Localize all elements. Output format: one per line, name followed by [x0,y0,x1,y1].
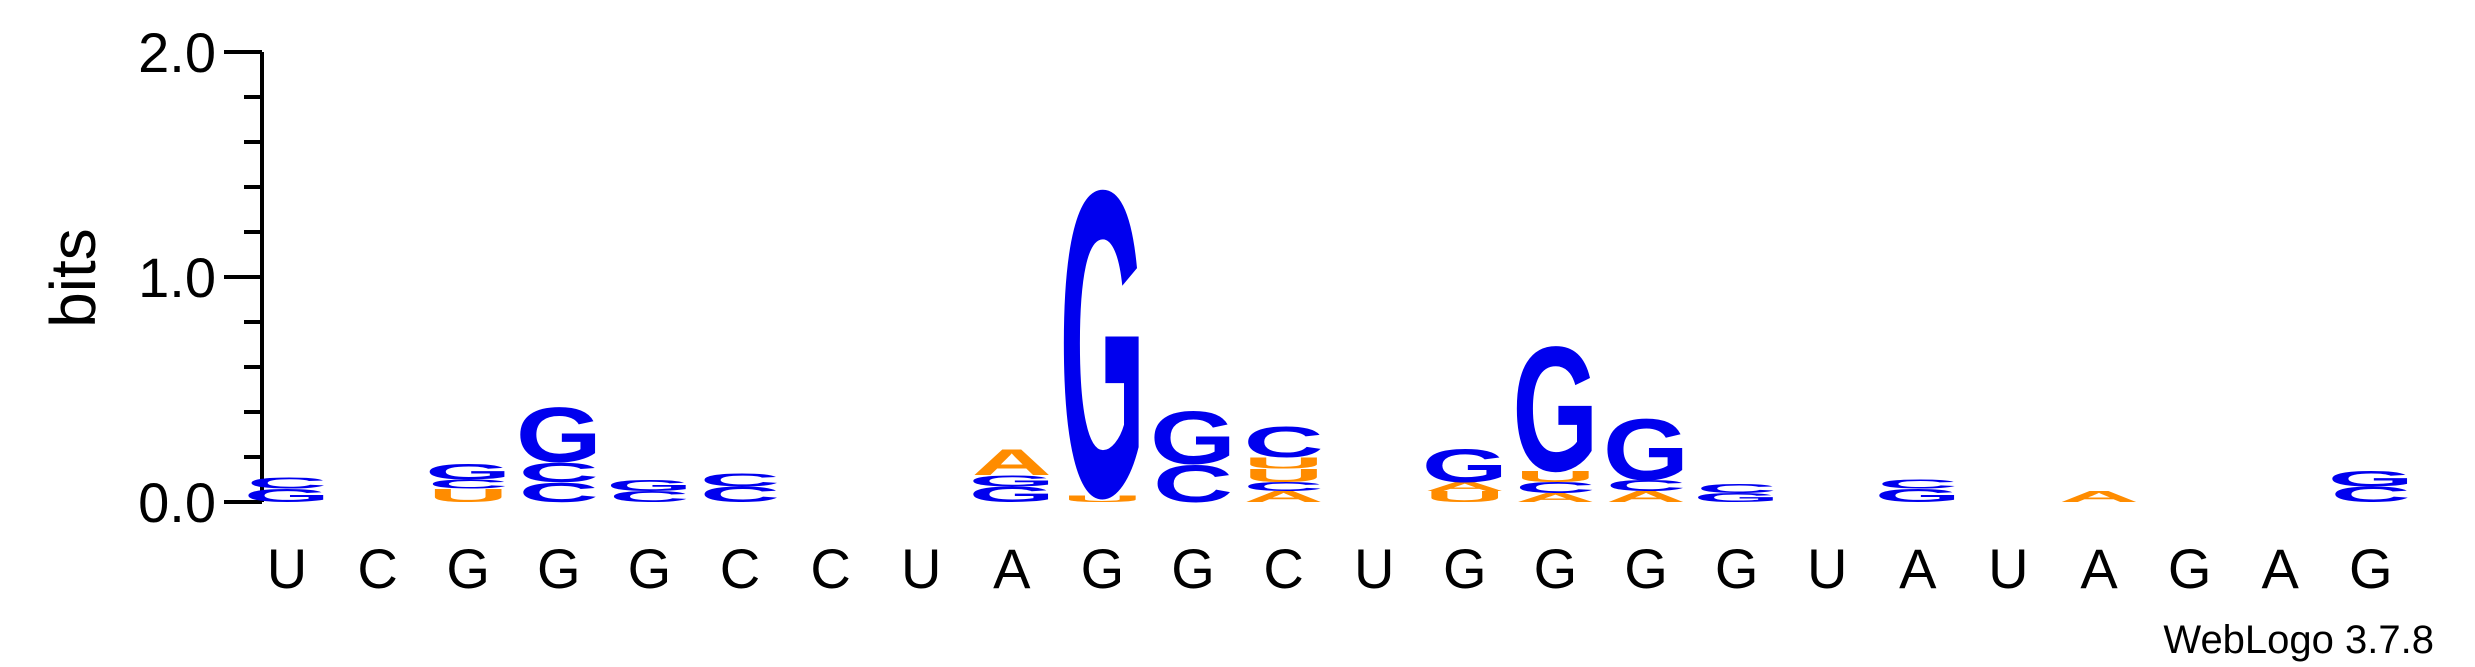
x-position-label: G [537,537,581,600]
logo-column: GC [244,474,330,506]
x-position-label: U [1988,537,2028,600]
logo-letter: A [2059,488,2139,506]
logo-letter: U [428,485,508,506]
y-axis-label: bits [37,228,109,328]
logo-column: CCG [516,391,602,508]
logo-letter: G [244,485,330,506]
logo-letter: C [247,474,327,492]
x-position-label: G [446,537,490,600]
logo-column: ACG [1603,401,1689,505]
logo-letter: G [1059,99,1145,588]
x-position-label: C [810,537,850,600]
logo-letter: C [1606,477,1686,495]
x-position-label: U [267,537,307,600]
x-position-label: G [1081,537,1125,600]
logo-letter: U [1244,454,1324,472]
logo-letter: G [2328,467,2414,491]
logo-letter: C [609,488,689,506]
x-position-label: A [1899,537,1937,600]
logo-letter: C [519,457,599,488]
x-position-label: A [2080,537,2118,600]
logo-letter: G [425,460,511,484]
x-position-label: U [901,537,941,600]
logo-letter: A [972,441,1052,483]
x-position-label: C [357,537,397,600]
x-position-label: G [1715,537,1759,600]
x-position-label: G [1534,537,1578,600]
y-tick-label: 0.0 [138,471,216,534]
logo-column: UG [1059,99,1145,588]
logo-letter: C [1244,479,1324,493]
logo-column: UCG [425,460,511,506]
logo-column: GC [1694,482,1780,505]
logo-letter: G [1422,440,1508,492]
logo-letter: A [1606,488,1686,506]
logo-letter: G [969,472,1055,490]
logo-letter: U [1244,465,1324,486]
logo-letter: C [519,477,599,508]
logo-column: CG [1150,396,1236,513]
logo-letter: C [428,477,508,491]
logo-letter: G [969,482,1055,506]
logo-column: UAG [1422,440,1508,505]
logo-column: GGA [969,441,1055,507]
logo-letter: G [606,477,692,495]
x-position-label: U [1807,537,1847,600]
y-tick-label: 2.0 [138,21,216,84]
x-position-label: C [1263,537,1303,600]
logo-letter: G [1512,311,1598,509]
x-position-label: A [993,537,1031,600]
logo-letter: U [1515,468,1595,486]
logo-letter: C [700,469,780,490]
logo-column: CG [606,477,692,506]
x-position-label: G [1443,537,1487,600]
logo-letter: C [1244,418,1324,467]
logo-letter: A [1515,491,1595,505]
logo-letter: G [1694,491,1780,505]
logo-letter: C [1153,454,1233,513]
x-position-label: G [628,537,672,600]
weblogo-credit: WebLogo 3.7.8 [2163,618,2434,662]
logo-column: GC [1875,477,1961,506]
logo-letter: C [700,482,780,506]
x-position-label: C [720,537,760,600]
logo-letter: G [1150,396,1236,480]
x-position-label: G [1624,537,1668,600]
logo-letter: G [1875,485,1961,506]
x-position-label: U [1354,537,1394,600]
logo-column: CG [2328,467,2414,507]
logo-letter: C [2331,482,2411,506]
logo-column: CC [700,469,780,506]
logo-letter: G [516,391,602,478]
y-tick-label: 1.0 [138,246,216,309]
logo-letter: C [1878,477,1958,491]
x-position-label: G [2349,537,2393,600]
x-position-label: G [1171,537,1215,600]
logo-letter: U [1425,488,1505,506]
x-position-label: A [2262,537,2300,600]
logo-letter: A [1425,479,1505,493]
logo-letter: U [1062,494,1142,504]
logo-letter: C [1515,479,1595,497]
x-position-label: G [2168,537,2212,600]
y-axis: 0.0 1.0 2.0 [138,21,264,534]
logo-letter: C [1697,482,1777,496]
logo-letter: G [1603,401,1689,498]
logo-letter: A [1244,488,1324,506]
logo-column: A [2059,488,2139,506]
